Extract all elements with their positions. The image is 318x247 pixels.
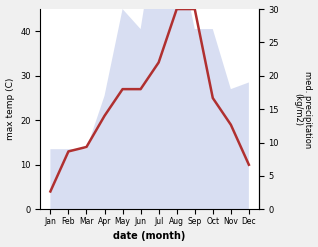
X-axis label: date (month): date (month) [114, 231, 186, 242]
Y-axis label: med. precipitation
(kg/m2): med. precipitation (kg/m2) [293, 71, 313, 148]
Y-axis label: max temp (C): max temp (C) [5, 78, 15, 140]
